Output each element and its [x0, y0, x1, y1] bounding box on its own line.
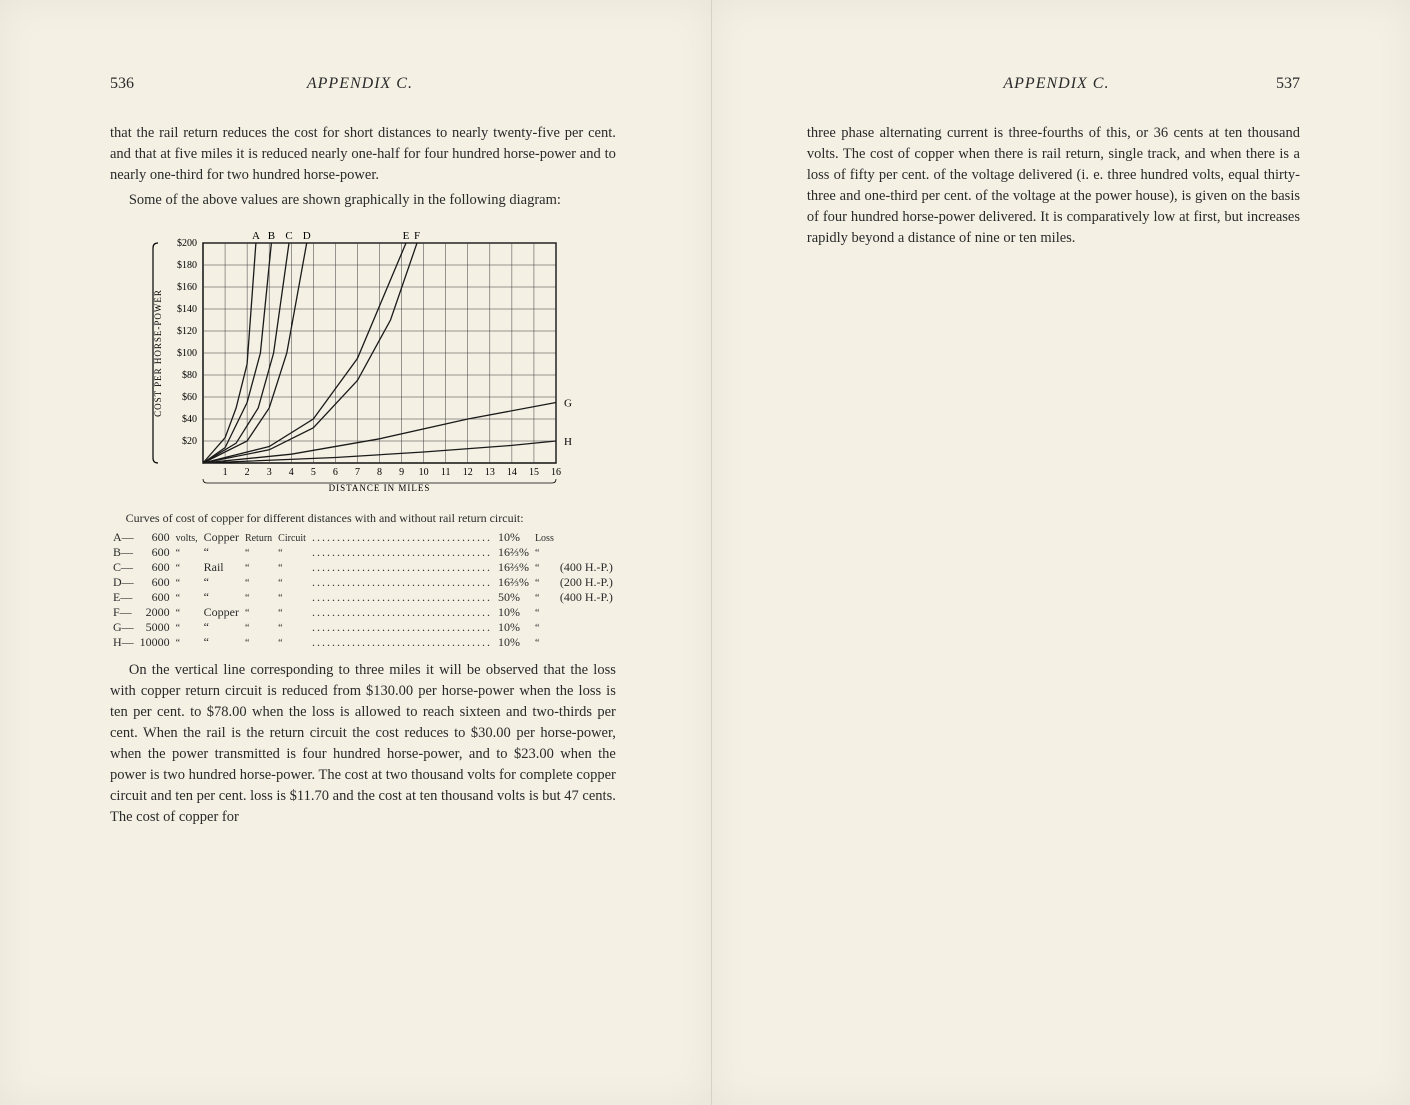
svg-text:COST PER HORSE-POWER: COST PER HORSE-POWER: [153, 289, 163, 417]
svg-text:5: 5: [311, 467, 316, 478]
svg-text:F: F: [414, 230, 420, 242]
svg-text:$60: $60: [182, 392, 197, 403]
svg-text:4: 4: [289, 467, 294, 478]
page-left: 536 APPENDIX C. that the rail return red…: [0, 0, 711, 1105]
svg-text:DISTANCE IN MILES: DISTANCE IN MILES: [329, 483, 431, 493]
page-title-left: APPENDIX C.: [307, 75, 413, 93]
legend-row: D—600““““16⅔%“(200 H.-P.): [110, 575, 616, 590]
svg-text:9: 9: [399, 467, 404, 478]
svg-text:B: B: [268, 230, 275, 242]
svg-text:E: E: [403, 230, 410, 242]
svg-text:$180: $180: [177, 260, 197, 271]
svg-text:13: 13: [485, 467, 495, 478]
svg-text:$20: $20: [182, 436, 197, 447]
legend-row: B—600““““16⅔%“: [110, 545, 616, 560]
legend-row: A—600volts,CopperReturnCircuit10%Loss: [110, 530, 616, 545]
cost-distance-chart: 12345678910111213141516$20$40$60$80$100$…: [148, 225, 578, 495]
legend-row: E—600““““50%“(400 H.-P.): [110, 590, 616, 605]
body-text-right: three phase alternating current is three…: [807, 123, 1300, 249]
legend-table: A—600volts,CopperReturnCircuit10%LossB—6…: [110, 530, 616, 650]
svg-text:$140: $140: [177, 304, 197, 315]
body-text-left: that the rail return reduces the cost fo…: [110, 123, 616, 211]
page-number-left: 536: [110, 75, 134, 93]
body-text-left-2: On the vertical line corresponding to th…: [110, 660, 616, 828]
svg-text:$40: $40: [182, 414, 197, 425]
para-3: On the vertical line corresponding to th…: [110, 660, 616, 828]
book-spread: 536 APPENDIX C. that the rail return red…: [0, 0, 1410, 1105]
chart-container: 12345678910111213141516$20$40$60$80$100$…: [148, 225, 578, 500]
svg-text:$100: $100: [177, 348, 197, 359]
header-left: 536 APPENDIX C.: [110, 75, 616, 93]
svg-text:$80: $80: [182, 370, 197, 381]
svg-text:2: 2: [245, 467, 250, 478]
svg-text:H: H: [564, 436, 572, 448]
svg-text:14: 14: [507, 467, 517, 478]
page-number-right: 537: [1276, 75, 1300, 93]
page-right: APPENDIX C. 537 three phase alternating …: [711, 0, 1410, 1105]
para-right-1: three phase alternating current is three…: [807, 123, 1300, 249]
legend-row: C—600“Rail““16⅔%“(400 H.-P.): [110, 560, 616, 575]
svg-text:10: 10: [419, 467, 429, 478]
para-1: that the rail return reduces the cost fo…: [110, 123, 616, 186]
svg-text:C: C: [285, 230, 292, 242]
legend-row: H—10000““““10%“: [110, 635, 616, 650]
svg-text:3: 3: [267, 467, 272, 478]
svg-text:D: D: [303, 230, 311, 242]
page-title-right: APPENDIX C.: [1003, 75, 1109, 93]
svg-text:16: 16: [551, 467, 561, 478]
svg-text:$160: $160: [177, 282, 197, 293]
header-right: APPENDIX C. 537: [807, 75, 1300, 93]
svg-text:8: 8: [377, 467, 382, 478]
svg-text:15: 15: [529, 467, 539, 478]
svg-text:7: 7: [355, 467, 360, 478]
svg-text:$200: $200: [177, 238, 197, 249]
svg-text:A: A: [252, 230, 260, 242]
svg-text:6: 6: [333, 467, 338, 478]
svg-text:11: 11: [441, 467, 451, 478]
chart-caption: Curves of cost of copper for different d…: [110, 510, 616, 526]
svg-text:G: G: [564, 398, 572, 410]
legend-row: F—2000“Copper““10%“: [110, 605, 616, 620]
legend-row: G—5000““““10%“: [110, 620, 616, 635]
svg-text:$120: $120: [177, 326, 197, 337]
para-2: Some of the above values are shown graph…: [110, 190, 616, 211]
svg-text:12: 12: [463, 467, 473, 478]
svg-text:1: 1: [222, 467, 227, 478]
